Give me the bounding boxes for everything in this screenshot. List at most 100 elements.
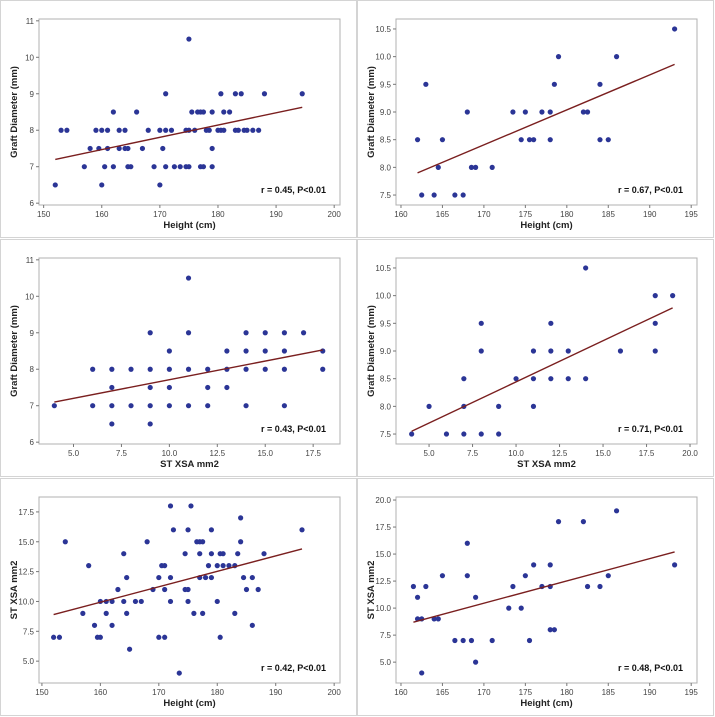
x-tick-label: 180 (211, 210, 225, 219)
y-tick-label: 9.0 (380, 108, 392, 117)
data-point (249, 622, 255, 628)
data-point (103, 610, 109, 616)
data-point (109, 421, 115, 427)
data-point (526, 637, 533, 644)
data-point (464, 573, 470, 579)
y-tick-label: 9.5 (380, 319, 392, 328)
data-point (147, 366, 153, 372)
data-point (473, 594, 479, 600)
correlation-annotation: r = 0.67, P<0.01 (618, 185, 683, 195)
data-point (243, 366, 249, 372)
data-point (221, 127, 227, 133)
data-point (81, 164, 87, 170)
data-point (185, 586, 191, 593)
x-axis-label: Height (cm) (520, 698, 572, 709)
y-tick-label: 5.0 (23, 657, 35, 666)
x-tick-label: 17.5 (305, 449, 321, 458)
data-point (414, 594, 421, 600)
y-tick-label: 9 (30, 90, 35, 99)
y-tick-label: 8.0 (380, 163, 392, 172)
data-point (547, 627, 553, 633)
data-point (250, 127, 256, 133)
y-tick-label: 8.5 (380, 136, 392, 145)
data-point (51, 634, 57, 640)
data-point (243, 403, 249, 409)
data-point (510, 583, 516, 590)
data-point (64, 127, 70, 133)
data-point (185, 275, 192, 281)
y-tick-label: 10 (25, 53, 34, 62)
data-point (110, 109, 116, 115)
data-point (522, 109, 528, 115)
y-tick-label: 5.0 (380, 658, 392, 667)
data-point (423, 81, 429, 87)
data-point (147, 421, 153, 427)
y-tick-label: 10.0 (375, 604, 391, 613)
data-point (167, 598, 174, 605)
data-point (132, 598, 139, 605)
x-tick-label: 175 (519, 688, 533, 697)
data-point (597, 583, 603, 590)
data-point (580, 519, 586, 525)
data-point (496, 403, 502, 409)
data-point (104, 127, 111, 133)
data-point (99, 182, 105, 188)
plot-frame (395, 18, 698, 206)
data-point (672, 562, 678, 568)
data-point (62, 539, 68, 545)
data-point (162, 634, 168, 640)
x-tick-label: 15.0 (257, 449, 273, 458)
x-tick-label: 170 (477, 688, 491, 697)
y-tick-label: 17.5 (375, 523, 391, 532)
data-point (548, 348, 554, 354)
data-point (166, 348, 172, 354)
data-point (208, 527, 215, 533)
x-tick-label: 10.0 (162, 449, 178, 458)
x-tick-label: 5.0 (423, 449, 435, 458)
x-tick-label: 17.5 (639, 449, 655, 458)
y-tick-label: 10 (25, 292, 34, 301)
data-point (218, 91, 224, 97)
plot-frame (38, 257, 341, 445)
data-point (232, 610, 238, 616)
chart-panel-stxsa-vs-graft-1: 5.0 7.5 10.0 12.5 15.0 17.5 6 7 8 9 10 11 ST XSA mm2… (0, 239, 357, 477)
data-point (539, 109, 545, 115)
x-tick-label: 165 (436, 688, 450, 697)
x-tick-label: 170 (477, 210, 491, 219)
chart-panel-height-vs-graft-2: 160 165 170 175 180 185 190 195 7.5 8.0 8.5 9.0 9.5 1… (357, 0, 714, 238)
data-point (548, 376, 554, 382)
data-point (197, 551, 203, 557)
data-point (93, 127, 99, 133)
data-point (478, 431, 484, 437)
data-point (208, 551, 215, 557)
x-tick-label: 200 (327, 688, 341, 697)
data-point (439, 137, 446, 143)
y-tick-label: 8 (30, 365, 35, 374)
data-point (214, 563, 220, 569)
data-point (461, 431, 467, 437)
x-tick-label: 160 (394, 210, 408, 219)
data-point (162, 586, 168, 593)
data-point (147, 330, 153, 336)
data-point (80, 610, 86, 616)
data-point (166, 384, 172, 391)
data-point (240, 574, 247, 581)
plot-frame (395, 257, 698, 445)
x-tick-label: 15.0 (595, 449, 611, 458)
x-tick-label: 180 (560, 688, 574, 697)
data-point (281, 330, 288, 336)
data-point (584, 109, 591, 115)
correlation-annotation: r = 0.42, P<0.01 (261, 663, 326, 673)
data-point (613, 54, 620, 60)
x-tick-label: 150 (37, 210, 51, 219)
y-tick-label: 8.5 (380, 375, 392, 384)
chart-panel-height-vs-stxsa-1: 150 160 170 180 190 200 5.0 7.5 10.0 12.5 15.0 17.5… (0, 478, 357, 716)
data-point (191, 610, 197, 616)
data-point (125, 145, 131, 152)
data-point (186, 36, 192, 42)
data-point (166, 366, 172, 372)
x-tick-label: 12.5 (210, 449, 226, 458)
data-point (478, 320, 484, 326)
data-point (209, 109, 215, 115)
data-point (90, 366, 96, 372)
